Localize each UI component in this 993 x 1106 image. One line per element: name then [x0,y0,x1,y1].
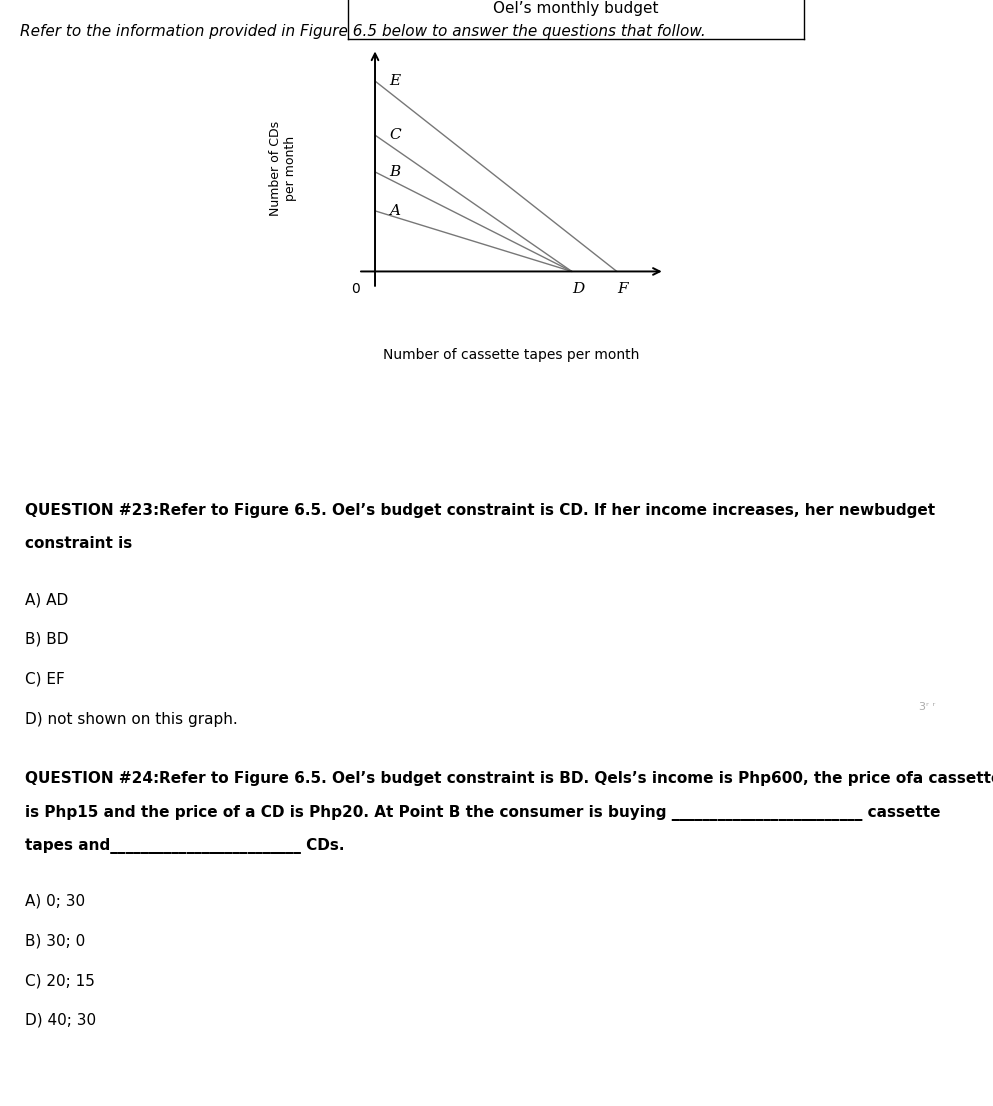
Text: QUESTION #23:: QUESTION #23: [25,503,164,519]
Text: 0: 0 [351,282,359,295]
Text: F: F [617,282,628,295]
Text: B) 30; 0: B) 30; 0 [25,933,85,948]
Text: Refer to Figure 6.5. Oel’s budget constraint is CD. If her income increases, her: Refer to Figure 6.5. Oel’s budget constr… [159,503,935,519]
Text: QUESTION #24:: QUESTION #24: [25,771,164,786]
Text: Oel’s monthly budget: Oel’s monthly budget [494,1,658,15]
Text: E: E [389,74,400,88]
Text: C) EF: C) EF [25,671,65,687]
Text: is Php15 and the price of a CD is Php20. At Point B the consumer is buying _____: is Php15 and the price of a CD is Php20.… [25,804,940,821]
Text: D: D [572,282,584,295]
Text: A: A [389,204,400,218]
Text: B: B [389,165,400,179]
Text: C) 20; 15: C) 20; 15 [25,973,94,988]
Text: D) not shown on this graph.: D) not shown on this graph. [25,711,237,727]
Text: A) 0; 30: A) 0; 30 [25,894,85,908]
Text: Refer to the information provided in Figure 6.5 below to answer the questions th: Refer to the information provided in Fig… [20,24,706,40]
Text: constraint is: constraint is [25,536,132,552]
Text: tapes and_________________________ CDs.: tapes and_________________________ CDs. [25,837,345,854]
Text: B) BD: B) BD [25,632,69,647]
Text: Number of cassette tapes per month: Number of cassette tapes per month [383,347,639,362]
Text: C: C [389,128,401,143]
Text: Number of CDs
per month: Number of CDs per month [269,121,297,217]
Text: A) AD: A) AD [25,592,69,607]
Text: D) 40; 30: D) 40; 30 [25,1013,96,1027]
Text: 3ʳ ʳ: 3ʳ ʳ [919,702,934,712]
Text: Refer to Figure 6.5. Oel’s budget constraint is BD. Qels’s income is Php600, the: Refer to Figure 6.5. Oel’s budget constr… [159,771,993,786]
